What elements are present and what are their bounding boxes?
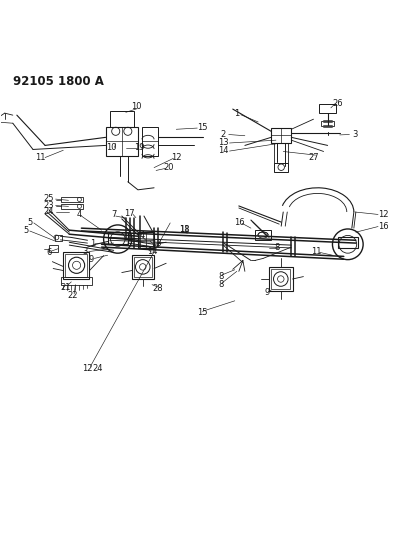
Text: 4: 4 <box>77 209 82 219</box>
Text: 2: 2 <box>221 130 226 139</box>
Text: 1: 1 <box>234 109 239 118</box>
Text: 20: 20 <box>163 163 173 172</box>
Text: 9: 9 <box>264 288 270 297</box>
Bar <box>61 204 83 209</box>
Text: 8: 8 <box>218 272 223 281</box>
Text: 11: 11 <box>35 153 45 162</box>
Text: 21: 21 <box>60 283 70 292</box>
Text: 14: 14 <box>218 146 229 155</box>
Text: 11: 11 <box>179 225 190 234</box>
Bar <box>271 269 290 289</box>
Bar <box>49 245 58 252</box>
Bar <box>61 197 83 202</box>
Bar <box>108 232 128 244</box>
Text: 92105 1800 A: 92105 1800 A <box>13 75 104 88</box>
Bar <box>55 235 62 241</box>
Bar <box>61 277 92 285</box>
Text: 19: 19 <box>134 143 145 152</box>
Bar <box>142 127 158 156</box>
Text: 3: 3 <box>83 247 88 256</box>
Bar <box>134 257 152 277</box>
Bar <box>106 127 138 156</box>
Text: 24: 24 <box>44 207 54 216</box>
Text: 5: 5 <box>23 225 28 235</box>
Text: 23: 23 <box>44 200 54 209</box>
Bar <box>269 268 292 290</box>
Text: 3: 3 <box>352 130 358 139</box>
Text: 15: 15 <box>197 123 208 132</box>
Bar <box>65 254 87 277</box>
Text: 14: 14 <box>147 247 157 256</box>
Text: 11: 11 <box>311 247 322 256</box>
Bar <box>63 252 90 279</box>
Bar <box>271 128 291 143</box>
Text: 22: 22 <box>67 291 78 300</box>
Text: 8: 8 <box>275 243 280 252</box>
Text: 18: 18 <box>179 225 190 234</box>
Text: 1: 1 <box>90 239 95 248</box>
Text: 12: 12 <box>171 153 181 162</box>
Text: 7: 7 <box>111 211 116 220</box>
Text: 16: 16 <box>378 222 389 231</box>
Bar <box>274 163 288 172</box>
Text: 12: 12 <box>82 364 93 373</box>
Bar <box>110 111 134 127</box>
Text: 4: 4 <box>139 230 145 239</box>
Text: 12: 12 <box>378 209 388 219</box>
Text: 5: 5 <box>27 217 32 227</box>
Text: 13: 13 <box>151 239 162 248</box>
Text: 15: 15 <box>197 309 208 318</box>
Text: 17: 17 <box>125 209 135 217</box>
Text: 28: 28 <box>153 284 163 293</box>
Bar <box>132 255 154 279</box>
Bar <box>319 104 337 113</box>
Text: 13: 13 <box>218 138 229 147</box>
Text: 27: 27 <box>308 153 319 162</box>
Bar <box>321 121 334 126</box>
Text: 16: 16 <box>234 217 245 227</box>
Bar <box>138 232 154 248</box>
Text: 9: 9 <box>89 255 94 264</box>
Bar <box>255 230 271 240</box>
Text: 10: 10 <box>107 143 117 152</box>
Bar <box>338 237 358 248</box>
Text: 10: 10 <box>131 102 141 111</box>
Text: 8: 8 <box>218 280 223 289</box>
Text: 24: 24 <box>92 364 103 373</box>
Text: 6: 6 <box>47 248 52 257</box>
Text: 26: 26 <box>333 99 343 108</box>
Text: 25: 25 <box>44 194 54 203</box>
